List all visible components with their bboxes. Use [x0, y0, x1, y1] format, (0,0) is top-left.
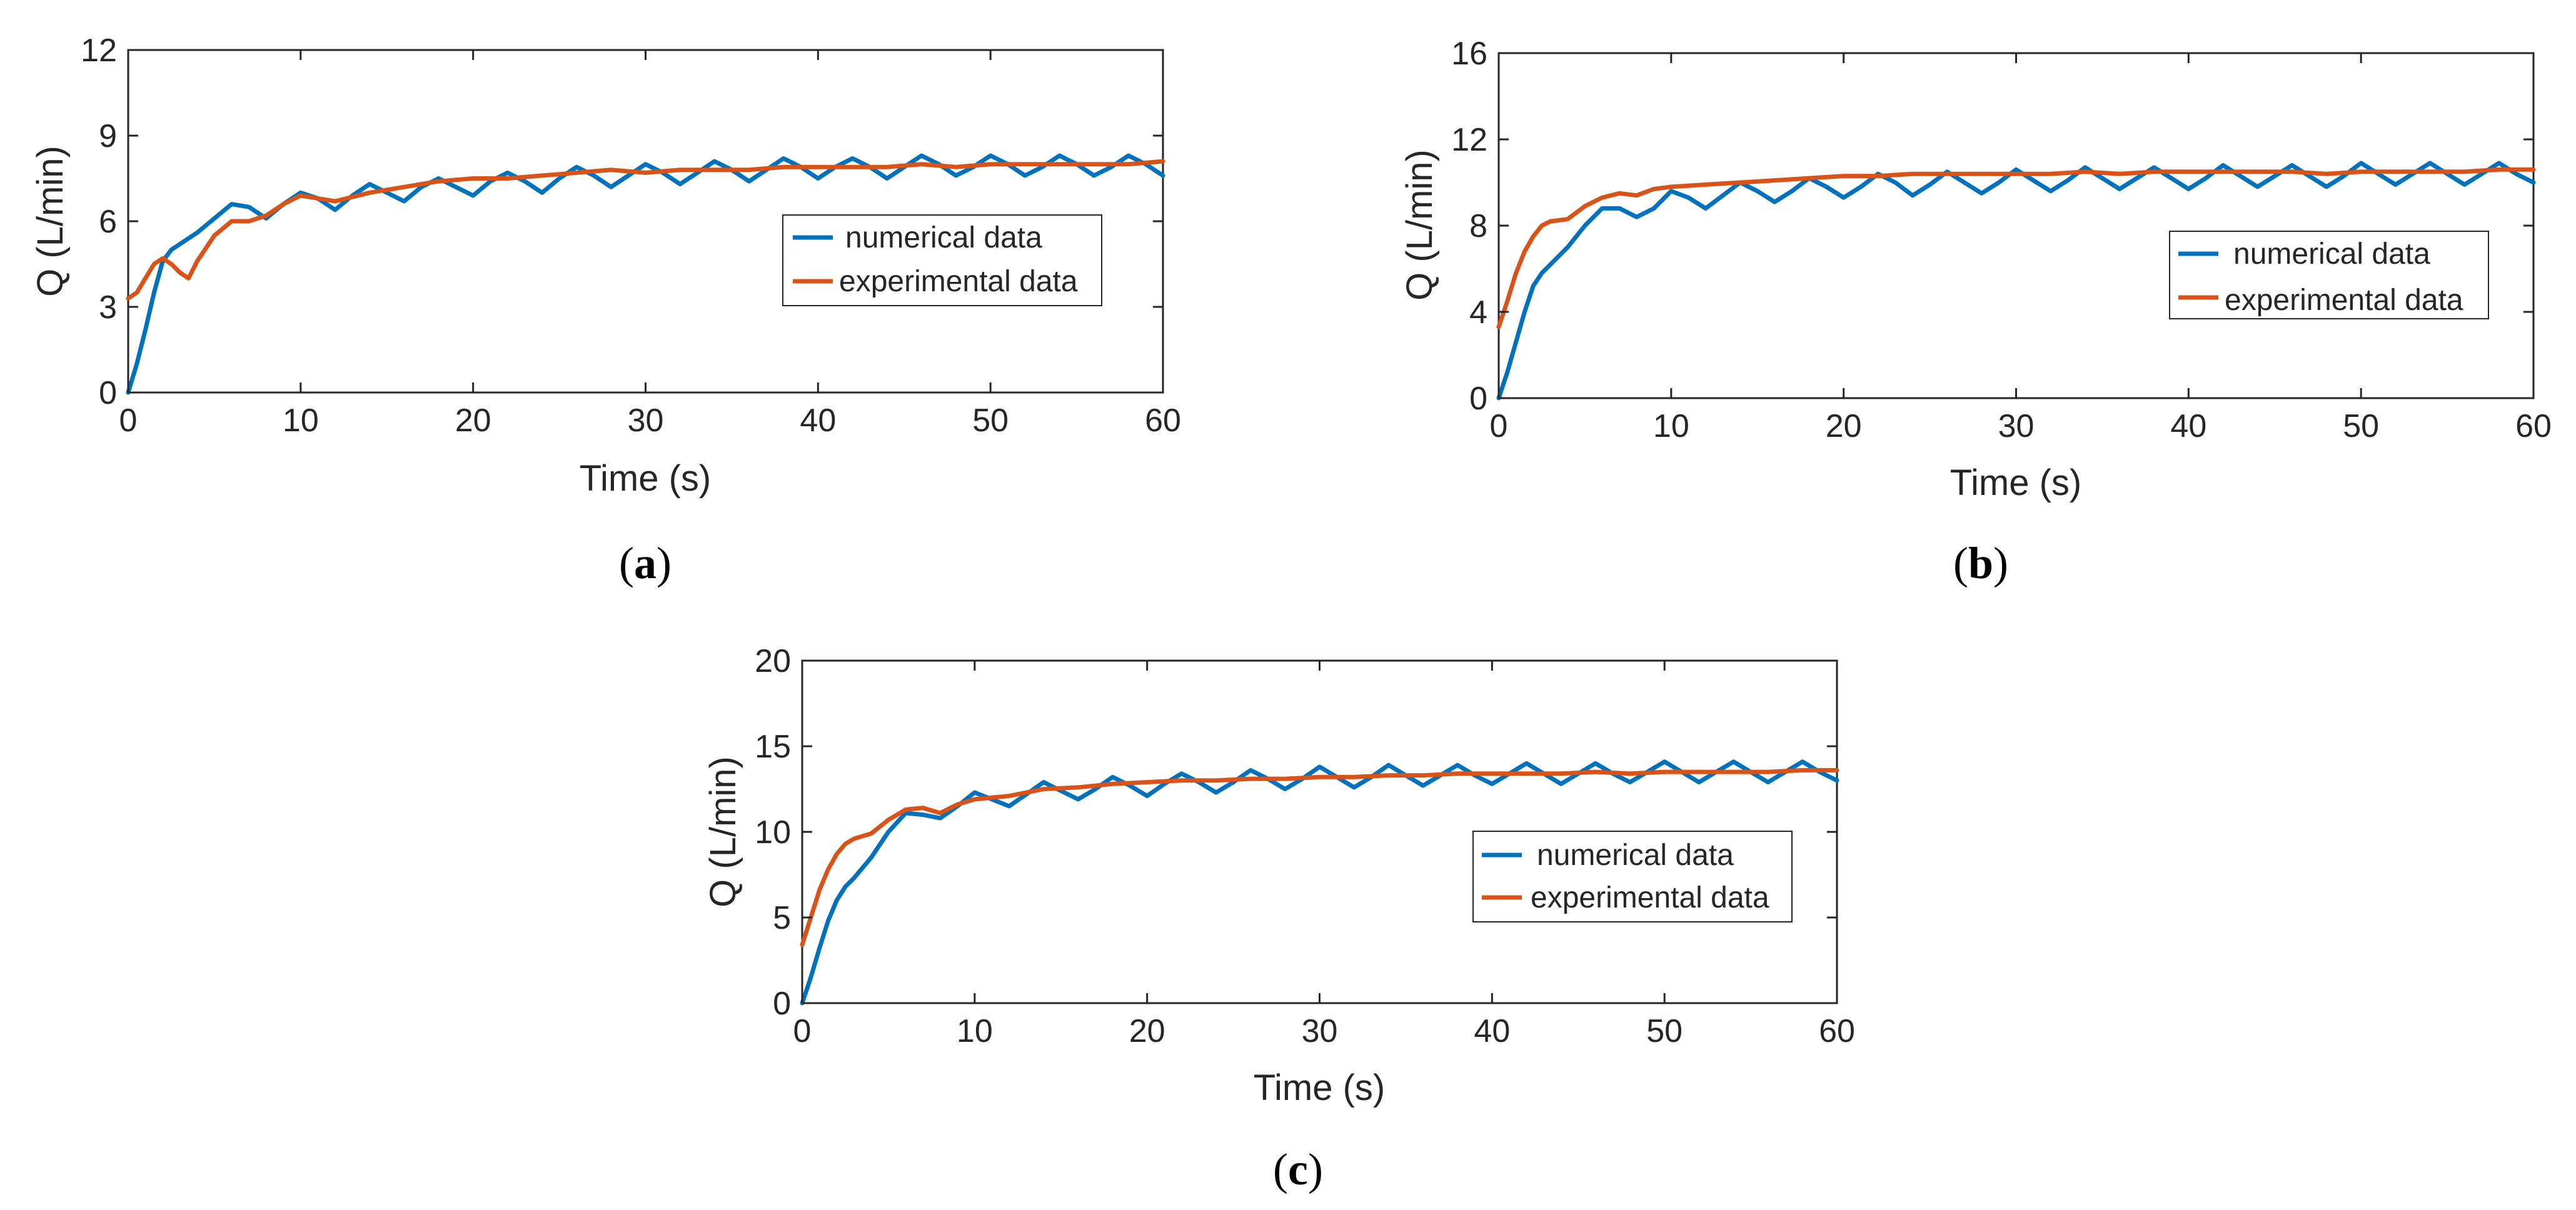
series-line-numerical-b: [1496, 161, 2536, 401]
caption-open-b: (: [1953, 538, 1968, 588]
x-tick-label-c-30: 30: [1302, 1013, 1338, 1049]
caption-close-a: ): [657, 538, 672, 588]
x-tick-label-b-50: 50: [2343, 408, 2379, 444]
x-tick-label-c-60: 60: [1819, 1013, 1855, 1049]
y-tick-label-c-15: 15: [755, 729, 791, 765]
legend-label-numerical-b: numerical data: [2233, 238, 2430, 271]
caption-letter-b: b: [1968, 538, 1993, 588]
x-tick-label-c-40: 40: [1474, 1013, 1510, 1049]
x-tick-label-a-30: 30: [628, 402, 664, 439]
legend-label-numerical-a: numerical data: [845, 221, 1042, 254]
caption-b: (b): [1953, 538, 2008, 588]
legend-c: numerical data experimental data: [1472, 831, 1793, 922]
y-tick-label-a-0: 0: [99, 375, 117, 411]
series-layer-b: [1496, 161, 2536, 401]
x-tick-label-a-20: 20: [455, 402, 491, 439]
series-layer-a: [126, 153, 1165, 395]
caption-letter-c: c: [1288, 1144, 1308, 1194]
x-tick-label-b-10: 10: [1653, 408, 1689, 444]
series-layer-c: [800, 759, 1839, 1006]
legend-b: numerical data experimental data: [2169, 231, 2489, 319]
y-tick-label-a-6: 6: [99, 204, 117, 240]
x-tick-label-b-60: 60: [2515, 408, 2552, 444]
x-axis-label-b: Time (s): [1950, 462, 2081, 503]
x-tick-label-b-0: 0: [1490, 408, 1508, 444]
chart-panel-a: 0 10 20 30 40 50 60 0 3 6 9 12 Time (s) Q (L/min) n…: [30, 32, 1181, 588]
series-line-experimental-a: [126, 159, 1165, 301]
y-tick-label-a-12: 12: [81, 32, 117, 69]
chart-panel-c: 0 10 20 30 40 50 60 0 5 10 15 20 Time (s) Q (L/min)…: [703, 643, 1855, 1194]
y-tick-label-b-4: 4: [1469, 294, 1487, 331]
y-axis-label-c: Q (L/min): [703, 756, 743, 908]
caption-open-a: (: [619, 538, 634, 588]
y-tick-label-b-16: 16: [1451, 36, 1487, 72]
legend-box-c: [1472, 831, 1793, 922]
y-tick-label-a-3: 3: [99, 289, 117, 326]
y-tick-label-b-8: 8: [1469, 208, 1487, 244]
caption-close-b: ): [1993, 538, 2008, 588]
ticks-layer-a: 0 10 20 30 40 50 60 0 3 6 9 12: [81, 32, 1181, 439]
legend-label-experimental-a: experimental data: [839, 265, 1078, 298]
legend-label-numerical-c: numerical data: [1537, 839, 1734, 872]
plot-area-b: [1497, 52, 2535, 399]
series-line-experimental-b: [1496, 167, 2536, 329]
x-tick-label-c-10: 10: [957, 1013, 993, 1049]
x-tick-label-c-0: 0: [793, 1013, 812, 1049]
y-tick-label-c-0: 0: [773, 986, 791, 1022]
y-tick-label-b-0: 0: [1469, 381, 1487, 417]
x-tick-label-a-0: 0: [119, 402, 138, 439]
x-tick-label-c-20: 20: [1129, 1013, 1165, 1049]
x-tick-label-b-40: 40: [2170, 408, 2206, 444]
x-tick-label-b-20: 20: [1826, 408, 1862, 444]
caption-close-c: ): [1308, 1144, 1323, 1194]
x-tick-label-b-30: 30: [1998, 408, 2035, 444]
caption-a: (a): [619, 538, 672, 588]
ticks-layer-b: 0 10 20 30 40 50 60 0 4 8 12 16: [1451, 36, 2552, 444]
legend-box-b: [2169, 231, 2489, 319]
legend-label-experimental-b: experimental data: [2225, 284, 2463, 317]
caption-c: (c): [1273, 1144, 1323, 1194]
x-tick-label-a-40: 40: [800, 402, 836, 439]
y-tick-label-b-12: 12: [1451, 122, 1487, 158]
legend-label-experimental-c: experimental data: [1531, 881, 1769, 914]
x-axis-label-a: Time (s): [580, 458, 711, 499]
y-axis-label-a: Q (L/min): [30, 146, 71, 297]
y-tick-label-c-5: 5: [773, 900, 791, 936]
caption-open-c: (: [1273, 1144, 1288, 1194]
legend-a: numerical data experimental data: [782, 214, 1102, 306]
x-tick-label-c-50: 50: [1646, 1013, 1683, 1049]
caption-letter-a: a: [634, 538, 657, 588]
legend-box-a: [782, 214, 1102, 306]
series-line-experimental-c: [800, 768, 1839, 948]
y-axis-label-b: Q (L/min): [1399, 149, 1440, 301]
y-tick-label-a-9: 9: [99, 118, 117, 154]
x-axis-label-c: Time (s): [1254, 1068, 1385, 1108]
y-tick-label-c-10: 10: [755, 814, 791, 851]
x-tick-label-a-60: 60: [1145, 402, 1181, 439]
x-tick-label-a-50: 50: [972, 402, 1009, 439]
x-tick-label-a-10: 10: [283, 402, 319, 439]
series-line-numerical-c: [800, 759, 1839, 1006]
ticks-layer-c: 0 10 20 30 40 50 60 0 5 10 15 20: [755, 643, 1855, 1049]
y-tick-label-c-20: 20: [755, 643, 791, 679]
